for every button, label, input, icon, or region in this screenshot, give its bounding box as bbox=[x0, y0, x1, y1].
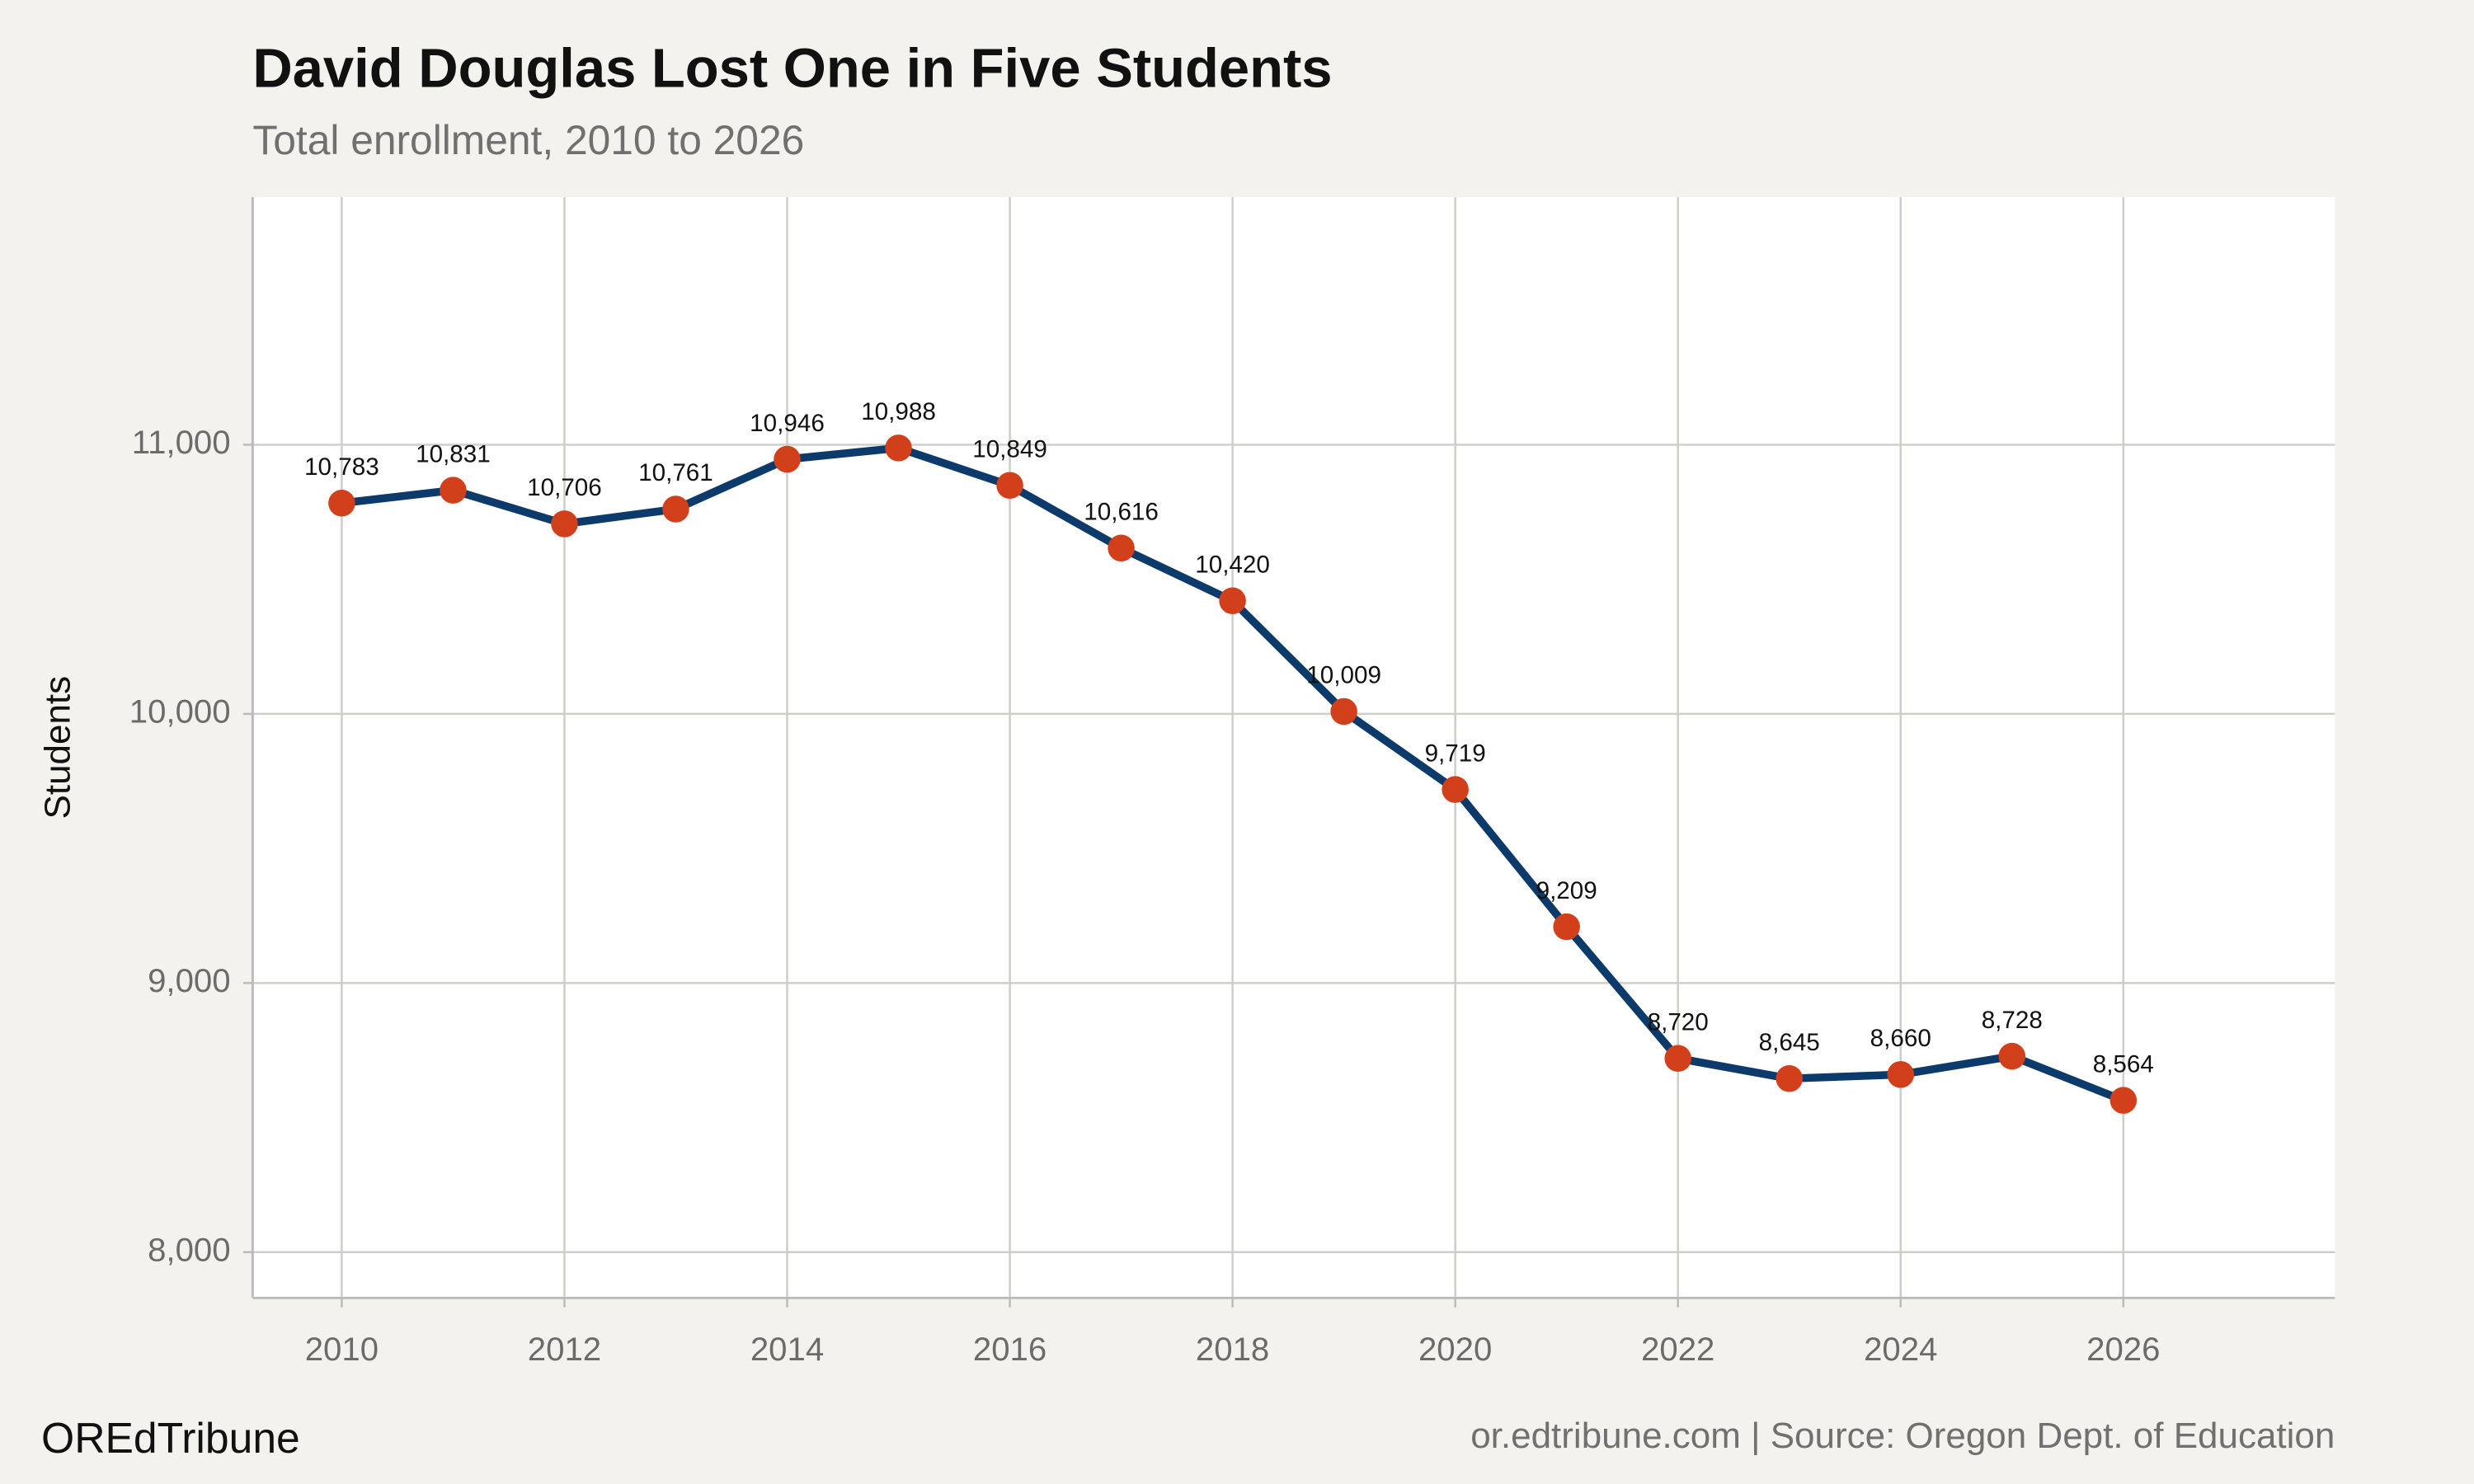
x-tick-label: 2018 bbox=[1196, 1331, 1269, 1368]
plot-area: 8,000 9,000 10,000 11,000 2010 2012 2014 2016 20… bbox=[129, 197, 2335, 1368]
data-label: 10,761 bbox=[638, 459, 713, 486]
point bbox=[774, 445, 801, 473]
y-tick-label: 11,000 bbox=[132, 424, 231, 461]
x-tick-label: 2014 bbox=[750, 1331, 824, 1368]
point bbox=[1442, 776, 1469, 803]
y-axis-label: Students bbox=[38, 676, 78, 819]
point bbox=[1330, 697, 1357, 726]
data-label: 10,988 bbox=[861, 398, 936, 425]
point bbox=[440, 477, 467, 504]
data-label: 10,706 bbox=[527, 474, 602, 501]
x-tick-label: 2020 bbox=[1418, 1331, 1492, 1368]
data-label: 10,849 bbox=[972, 435, 1047, 463]
data-label: 10,616 bbox=[1084, 499, 1159, 526]
point bbox=[1553, 913, 1580, 941]
chart-title: David Douglas Lost One in Five Students bbox=[252, 38, 1332, 100]
data-label: 10,783 bbox=[304, 453, 379, 481]
data-label: 10,009 bbox=[1306, 662, 1381, 689]
data-label: 10,946 bbox=[750, 410, 825, 437]
x-tick-label: 2024 bbox=[1864, 1331, 1937, 1368]
y-tick-label: 9,000 bbox=[148, 962, 231, 999]
data-label: 8,645 bbox=[1759, 1029, 1820, 1056]
x-tick-label: 2022 bbox=[1641, 1331, 1714, 1368]
data-label: 9,719 bbox=[1425, 740, 1486, 767]
chart-subtitle: Total enrollment, 2010 to 2026 bbox=[252, 117, 804, 163]
data-label: 10,420 bbox=[1195, 552, 1270, 579]
point bbox=[551, 510, 578, 538]
y-tick-label: 8,000 bbox=[148, 1231, 231, 1268]
point bbox=[2109, 1087, 2138, 1114]
x-tick-label: 2012 bbox=[528, 1331, 601, 1368]
x-tick-label: 2026 bbox=[2086, 1331, 2160, 1368]
data-label: 8,564 bbox=[2093, 1050, 2154, 1078]
data-label: 8,720 bbox=[1648, 1008, 1709, 1036]
point bbox=[662, 495, 689, 523]
data-label: 8,660 bbox=[1870, 1025, 1931, 1052]
point bbox=[1664, 1045, 1691, 1073]
x-tick-label: 2010 bbox=[305, 1331, 379, 1368]
data-label: 9,209 bbox=[1536, 877, 1597, 904]
point bbox=[996, 472, 1023, 499]
point bbox=[885, 434, 912, 462]
point bbox=[1108, 534, 1135, 562]
y-tick-label: 10,000 bbox=[129, 693, 231, 730]
data-label: 8,728 bbox=[1982, 1007, 2043, 1034]
brand: OREdTribune bbox=[41, 1414, 300, 1462]
data-label: 10,831 bbox=[416, 440, 491, 467]
source: or.edtribune.com | Source: Oregon Dept. … bbox=[1470, 1416, 2335, 1456]
point bbox=[1998, 1042, 2026, 1070]
point bbox=[1776, 1064, 1803, 1092]
point bbox=[328, 490, 355, 517]
x-tick-label: 2016 bbox=[973, 1331, 1047, 1368]
point bbox=[1219, 587, 1246, 615]
plot-panel bbox=[252, 197, 2335, 1298]
point bbox=[1887, 1061, 1915, 1088]
